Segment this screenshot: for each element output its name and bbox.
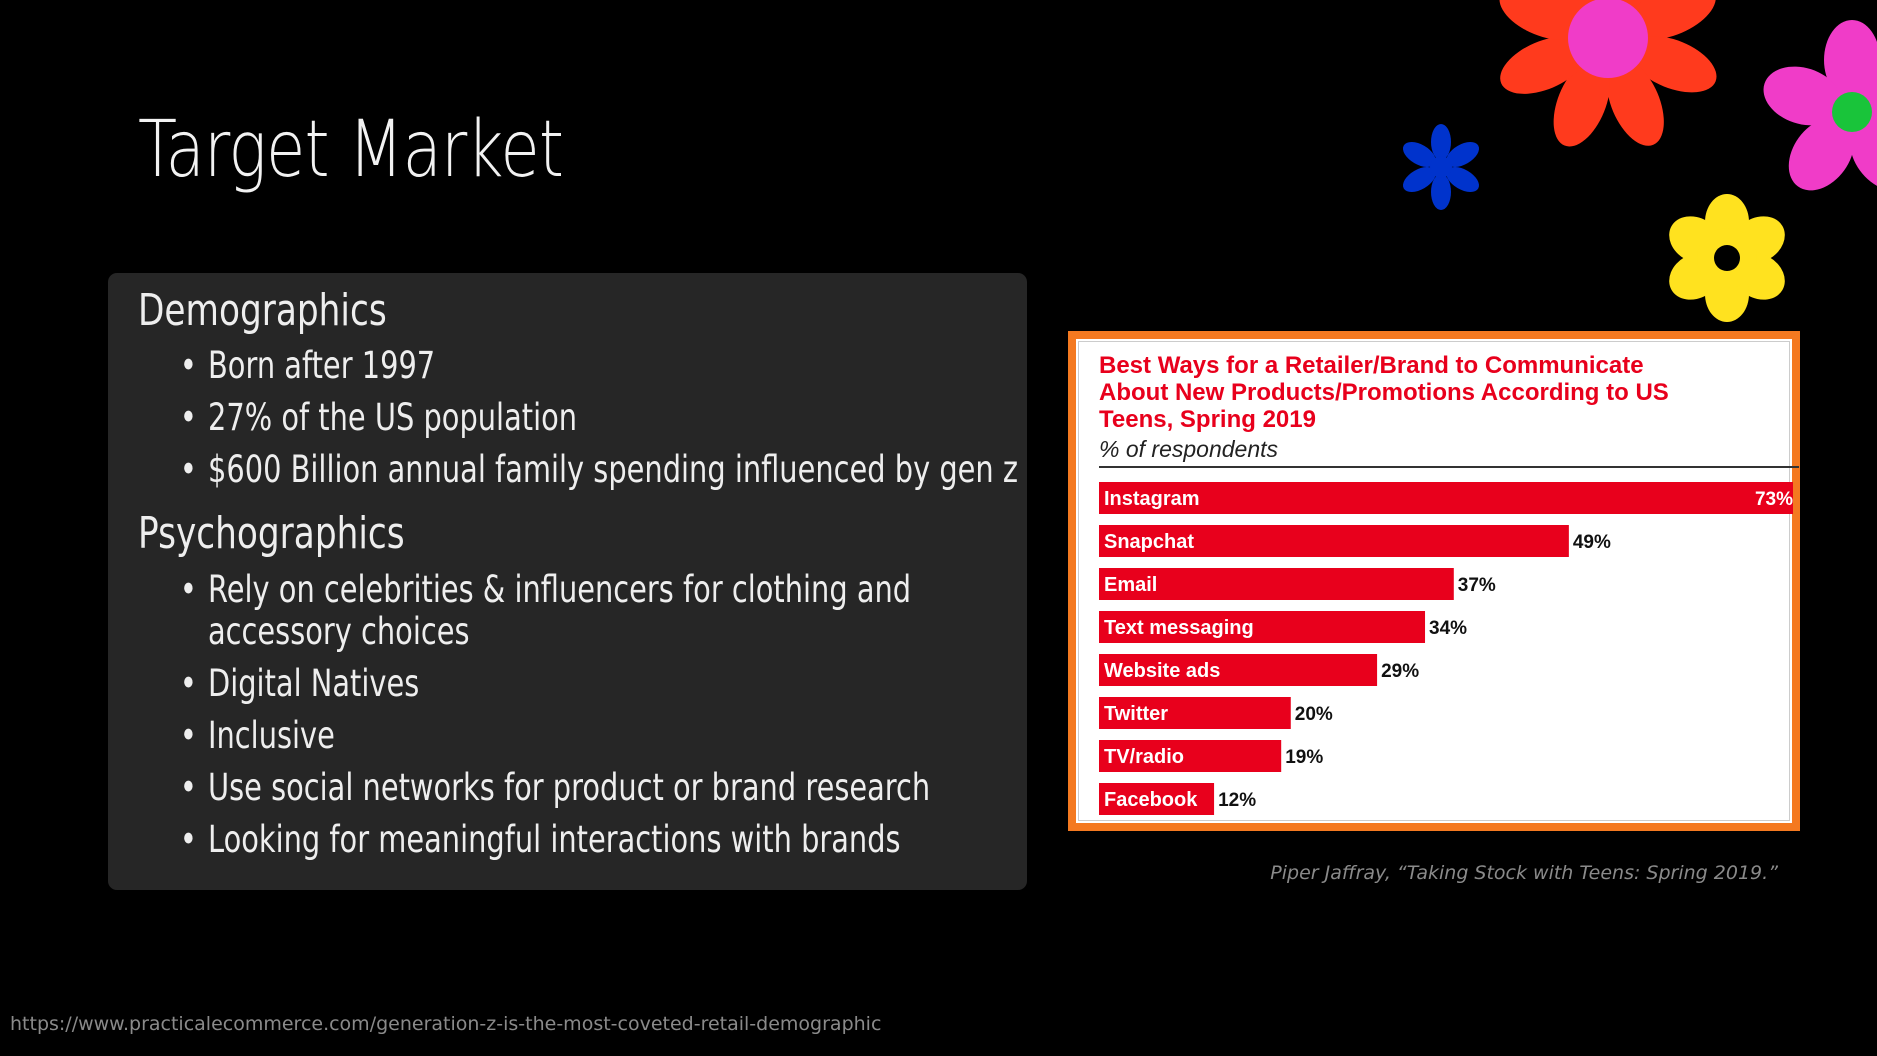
chart-title-line: About New Products/Promotions According … xyxy=(1099,379,1669,406)
category-label: Twitter xyxy=(1104,703,1168,725)
slide-title: Target Market xyxy=(138,105,564,195)
category-label: Text messaging xyxy=(1104,617,1254,639)
bar-instagram xyxy=(1099,482,1793,514)
psychographics-heading: Psychographics xyxy=(138,508,405,559)
bar-website-ads xyxy=(1099,654,1378,686)
yellow-flower-icon xyxy=(1669,194,1785,322)
list-item: • Inclusive xyxy=(179,714,335,757)
chart-area: Best Ways for a Retailer/Brand to Commun… xyxy=(1078,341,1799,821)
demographics-heading: Demographics xyxy=(138,285,387,336)
value-label: 49% xyxy=(1573,532,1611,553)
value-label: 73% xyxy=(1755,489,1793,510)
category-label: Instagram xyxy=(1104,488,1200,510)
category-label: Snapchat xyxy=(1104,531,1194,553)
bar-snapchat xyxy=(1099,525,1569,557)
value-label: 20% xyxy=(1295,704,1333,725)
value-label: 12% xyxy=(1218,790,1256,811)
list-item: • Born after 1997 xyxy=(179,344,436,387)
content-panel: Demographics • Born after 1997 • 27% of th… xyxy=(108,273,1027,890)
category-label: Website ads xyxy=(1104,660,1220,682)
bar-chart: Instagram 73% Snapchat 49% Email 37% Text mess… xyxy=(1099,482,1793,815)
red-flower-icon xyxy=(1499,0,1717,147)
bar-text-messaging xyxy=(1099,611,1426,643)
chart-title-line: Best Ways for a Retailer/Brand to Commun… xyxy=(1099,352,1644,379)
category-label: Email xyxy=(1104,574,1157,596)
blue-flower-icon xyxy=(1402,124,1480,210)
magenta-flower-icon xyxy=(1763,20,1877,191)
bar-twitter xyxy=(1099,697,1291,729)
source-caption: Piper Jaffray, “Taking Stock with Teens:… xyxy=(1270,862,1778,884)
value-label: 19% xyxy=(1285,747,1323,768)
category-label: TV/radio xyxy=(1104,746,1184,768)
value-label: 37% xyxy=(1458,575,1496,596)
value-label: 34% xyxy=(1429,618,1467,639)
list-item: • 27% of the US population xyxy=(179,396,578,439)
list-item: • $600 Billion annual family spending inf… xyxy=(179,448,1019,491)
footer-url[interactable]: https://www.practicalecommerce.com/gener… xyxy=(10,1013,882,1035)
chart-divider xyxy=(1099,466,1799,468)
chart-title-line: Teens, Spring 2019 xyxy=(1099,406,1316,433)
bar-email xyxy=(1099,568,1454,600)
list-item: • Rely on celebrities & influencers for c… xyxy=(179,568,912,611)
chart-frame: Best Ways for a Retailer/Brand to Commun… xyxy=(1068,331,1800,831)
chart-subtitle: % of respondents xyxy=(1099,436,1279,462)
list-item-continuation: accessory choices xyxy=(208,610,470,653)
bar-tv-radio xyxy=(1099,740,1282,772)
list-item: • Looking for meaningful interactions wit… xyxy=(179,818,901,861)
list-item: • Use social networks for product or bran… xyxy=(179,766,931,809)
chart-title: Best Ways for a Retailer/Brand to Commun… xyxy=(1099,352,1779,433)
category-label: Facebook xyxy=(1104,789,1198,811)
bar-facebook xyxy=(1099,783,1215,815)
value-label: 29% xyxy=(1381,661,1419,682)
list-item: • Digital Natives xyxy=(179,662,420,705)
